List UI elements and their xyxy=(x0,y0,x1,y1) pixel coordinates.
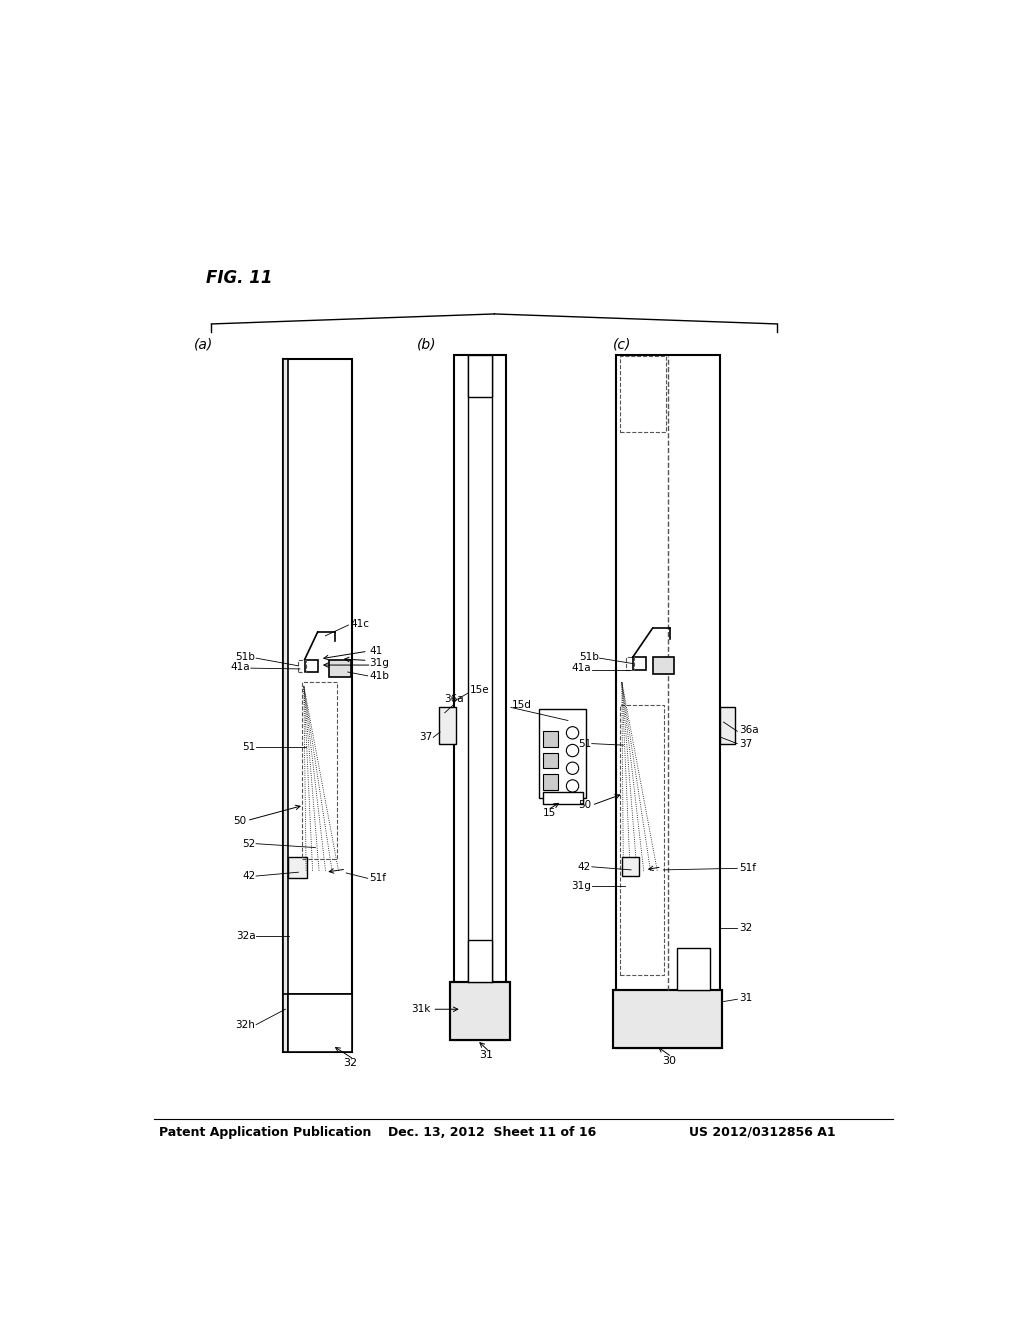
Text: 31: 31 xyxy=(479,1051,494,1060)
Text: 41b: 41b xyxy=(370,671,389,681)
Text: FIG. 11: FIG. 11 xyxy=(206,269,272,286)
Text: 36a: 36a xyxy=(444,694,464,704)
Bar xyxy=(288,857,307,878)
Text: 41a: 41a xyxy=(230,661,250,672)
Text: 32: 32 xyxy=(343,1059,357,1068)
Text: 41a: 41a xyxy=(571,663,591,673)
Text: 42: 42 xyxy=(242,871,255,880)
Text: US 2012/0312856 A1: US 2012/0312856 A1 xyxy=(689,1126,836,1139)
Text: 31k: 31k xyxy=(412,1005,431,1014)
Bar xyxy=(613,990,722,1048)
Bar xyxy=(633,657,646,669)
Text: 51b: 51b xyxy=(579,652,599,663)
Bar xyxy=(451,982,510,1040)
Bar xyxy=(468,355,493,397)
Bar xyxy=(543,752,558,768)
Bar xyxy=(288,994,352,1052)
Bar xyxy=(302,682,337,859)
Text: 15e: 15e xyxy=(469,685,489,694)
Text: (c): (c) xyxy=(612,338,631,351)
Text: 51: 51 xyxy=(578,739,591,748)
Bar xyxy=(451,982,510,1040)
Text: 50: 50 xyxy=(578,800,591,810)
Bar xyxy=(288,994,352,1052)
Text: 15: 15 xyxy=(543,808,556,818)
Bar xyxy=(468,940,493,982)
Text: 37: 37 xyxy=(419,733,432,742)
Bar xyxy=(622,857,639,876)
Text: 31g: 31g xyxy=(571,880,591,891)
Text: 31g: 31g xyxy=(370,657,389,668)
Text: 32a: 32a xyxy=(236,931,255,941)
Text: 51b: 51b xyxy=(236,652,255,663)
Text: 36a: 36a xyxy=(739,725,759,735)
Text: 51f: 51f xyxy=(739,863,756,874)
Text: 52: 52 xyxy=(242,838,255,849)
Bar xyxy=(677,948,711,990)
Bar xyxy=(652,657,674,675)
Bar xyxy=(620,356,666,432)
Text: 42: 42 xyxy=(578,862,591,871)
Text: 32h: 32h xyxy=(236,1019,255,1030)
Text: 51f: 51f xyxy=(370,874,386,883)
Text: Patent Application Publication: Patent Application Publication xyxy=(159,1126,372,1139)
Bar xyxy=(720,706,735,743)
Bar xyxy=(539,709,587,797)
Bar xyxy=(543,775,558,789)
Bar xyxy=(543,792,583,804)
Bar xyxy=(298,660,306,672)
Bar xyxy=(543,731,558,747)
Text: 51: 51 xyxy=(242,742,255,752)
Text: 41c: 41c xyxy=(350,619,369,630)
Bar xyxy=(613,990,722,1048)
Text: 15d: 15d xyxy=(512,700,531,710)
Bar xyxy=(627,657,634,669)
Text: 41: 41 xyxy=(370,647,383,656)
Bar xyxy=(615,355,720,1048)
Text: 37: 37 xyxy=(739,739,752,748)
Text: (b): (b) xyxy=(417,338,437,351)
Bar xyxy=(330,660,351,677)
Text: Dec. 13, 2012  Sheet 11 of 16: Dec. 13, 2012 Sheet 11 of 16 xyxy=(388,1126,597,1139)
Text: 30: 30 xyxy=(663,1056,677,1065)
Bar xyxy=(283,359,352,1052)
Text: 50: 50 xyxy=(232,816,246,825)
Bar xyxy=(438,706,456,743)
Bar xyxy=(454,355,506,1040)
Bar xyxy=(283,359,288,1052)
Text: (a): (a) xyxy=(195,338,213,351)
Bar xyxy=(304,660,318,672)
Bar xyxy=(620,705,665,974)
Text: 32: 32 xyxy=(739,924,752,933)
Text: 31: 31 xyxy=(739,993,752,1003)
